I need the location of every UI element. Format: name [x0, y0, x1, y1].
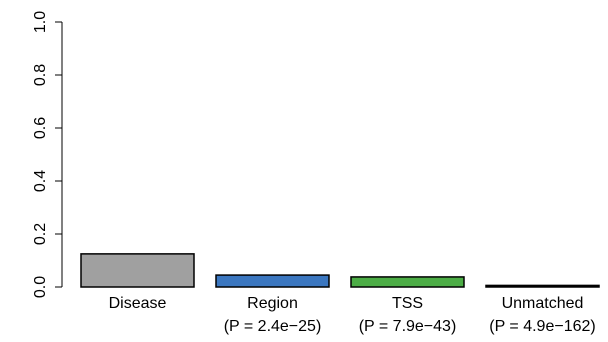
bar-unmatched [485, 284, 600, 288]
category-label: Disease [109, 295, 167, 312]
category-label: TSS [392, 295, 423, 312]
y-tick-label: 0.4 [32, 170, 49, 192]
y-tick-label: 0.8 [32, 64, 49, 86]
bar-tss [350, 276, 465, 288]
y-tick-label: 0.0 [32, 276, 49, 298]
bar-region [215, 274, 330, 288]
x-axis-labels: Disease Region (P = 2.4e−25) TSS (P = 7.9e−4… [109, 295, 596, 335]
bar-disease [80, 253, 195, 288]
y-tick-label: 0.2 [32, 223, 49, 245]
y-axis: 0.0 0.2 0.4 0.6 0.8 1.0 [32, 11, 63, 298]
bars [80, 253, 600, 288]
p-value-label: (P = 2.4e−25) [224, 318, 322, 335]
category-label: Unmatched [502, 295, 584, 312]
p-value-label: (P = 7.9e−43) [359, 318, 457, 335]
y-tick-label: 1.0 [32, 11, 49, 33]
p-value-label: (P = 4.9e−162) [489, 318, 595, 335]
y-tick-label: 0.6 [32, 117, 49, 139]
category-label: Region [247, 295, 298, 312]
